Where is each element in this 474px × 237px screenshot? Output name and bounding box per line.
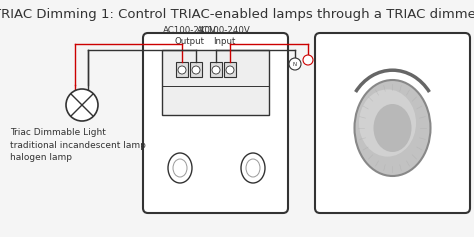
- Text: TRIAC Dimming 1: Control TRIAC-enabled lamps through a TRIAC dimmer: TRIAC Dimming 1: Control TRIAC-enabled l…: [0, 8, 474, 21]
- Bar: [224, 62, 236, 77]
- Circle shape: [192, 66, 200, 74]
- Bar: [176, 62, 188, 77]
- FancyBboxPatch shape: [315, 33, 470, 213]
- Bar: [210, 62, 222, 77]
- Text: N: N: [293, 61, 297, 67]
- Circle shape: [226, 66, 234, 74]
- Ellipse shape: [241, 153, 265, 183]
- Ellipse shape: [374, 104, 411, 152]
- Circle shape: [178, 66, 186, 74]
- Circle shape: [303, 55, 313, 65]
- Circle shape: [212, 66, 220, 74]
- Ellipse shape: [168, 153, 192, 183]
- Bar: [162, 50, 269, 115]
- Text: AC100-240V
Input: AC100-240V Input: [197, 26, 251, 46]
- Circle shape: [66, 89, 98, 121]
- Circle shape: [289, 58, 301, 70]
- Bar: [190, 62, 202, 77]
- FancyBboxPatch shape: [143, 33, 288, 213]
- Ellipse shape: [359, 89, 416, 157]
- Ellipse shape: [173, 159, 187, 177]
- Text: AC100-240V
Output: AC100-240V Output: [163, 26, 217, 46]
- Text: Triac Dimmable Light
traditional incandescent lamp
halogen lamp: Triac Dimmable Light traditional incande…: [10, 128, 146, 162]
- Ellipse shape: [355, 80, 430, 176]
- Ellipse shape: [246, 159, 260, 177]
